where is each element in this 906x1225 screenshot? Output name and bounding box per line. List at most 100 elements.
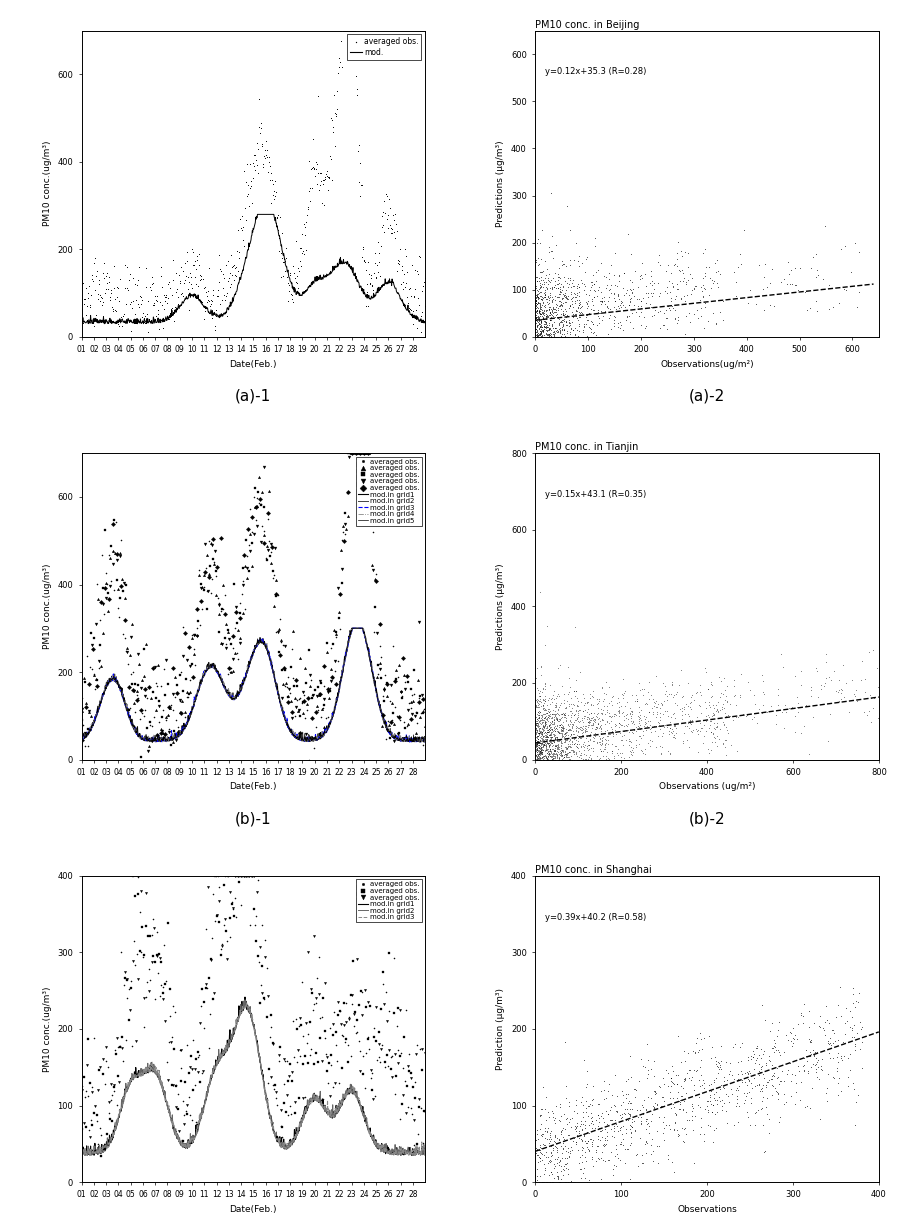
Point <box>544 1147 558 1166</box>
Point <box>540 258 554 278</box>
Point <box>106 256 120 276</box>
Point <box>552 748 566 768</box>
Point <box>141 736 156 756</box>
Point <box>706 725 720 745</box>
Point <box>630 289 644 309</box>
Point <box>757 1068 771 1088</box>
Point <box>771 696 786 715</box>
Point <box>601 299 615 318</box>
Point <box>565 294 580 314</box>
Point <box>532 706 546 725</box>
Point <box>555 725 570 745</box>
Point <box>627 1111 641 1131</box>
Point <box>390 725 405 745</box>
Point <box>395 256 410 276</box>
Point <box>528 320 543 339</box>
Point <box>540 729 554 748</box>
Point <box>682 710 697 730</box>
Point <box>708 1105 722 1125</box>
Point <box>842 703 856 723</box>
Point <box>546 725 561 745</box>
Point <box>603 1111 618 1131</box>
Point <box>550 1163 564 1182</box>
Point <box>554 746 569 766</box>
Point <box>564 741 579 761</box>
Point <box>540 728 554 747</box>
Point <box>98 1139 112 1159</box>
Point <box>693 713 708 733</box>
Point <box>631 673 646 692</box>
Point <box>535 326 550 345</box>
Point <box>575 1145 590 1165</box>
Point <box>535 736 550 756</box>
Point <box>577 1125 592 1144</box>
Point <box>90 670 104 690</box>
Point <box>619 1118 633 1138</box>
Point <box>619 706 633 725</box>
Point <box>295 1088 310 1107</box>
Point <box>178 254 192 273</box>
Point <box>545 719 559 739</box>
Point <box>545 733 559 752</box>
Point <box>574 271 589 290</box>
Point <box>555 304 570 323</box>
Point <box>572 295 586 315</box>
Point <box>572 282 586 301</box>
Point <box>754 1057 768 1077</box>
Point <box>812 1016 826 1035</box>
Point <box>600 702 614 722</box>
Point <box>551 267 565 287</box>
Point <box>619 310 633 330</box>
Point <box>599 267 613 287</box>
Point <box>553 1094 567 1114</box>
Point <box>751 1065 766 1084</box>
Point <box>531 292 545 311</box>
Point <box>587 300 602 320</box>
Point <box>537 282 552 301</box>
Point <box>563 314 577 333</box>
Point <box>703 710 718 730</box>
Point <box>610 750 624 769</box>
Point <box>670 243 684 262</box>
Point <box>610 1085 624 1105</box>
Point <box>647 273 661 293</box>
Point <box>553 715 567 735</box>
Point <box>350 949 364 969</box>
Point <box>602 1074 616 1094</box>
Point <box>550 744 564 763</box>
Point <box>576 274 591 294</box>
Point <box>555 316 570 336</box>
Point <box>780 251 795 271</box>
Point <box>556 1105 571 1125</box>
Point <box>747 1054 762 1073</box>
Point <box>533 686 547 706</box>
Point <box>766 1013 780 1033</box>
Point <box>318 169 333 189</box>
Point <box>130 312 144 332</box>
Point <box>528 299 543 318</box>
Point <box>565 714 580 734</box>
Point <box>350 80 364 99</box>
Point <box>657 1107 671 1127</box>
Point <box>794 1006 808 1025</box>
Point <box>367 1028 381 1047</box>
Point <box>253 122 267 142</box>
Point <box>320 1061 334 1080</box>
Point <box>313 172 328 191</box>
Point <box>559 737 573 757</box>
Point <box>254 119 268 138</box>
Point <box>643 730 658 750</box>
Point <box>598 739 612 758</box>
Point <box>88 249 102 268</box>
Point <box>624 1110 639 1129</box>
Point <box>299 674 313 693</box>
Point <box>535 722 549 741</box>
Point <box>743 1116 757 1136</box>
Point <box>691 1040 706 1060</box>
Point <box>593 718 608 737</box>
Point <box>576 1095 591 1115</box>
Point <box>243 499 257 518</box>
Point <box>606 723 621 742</box>
Point <box>536 303 551 322</box>
Point <box>276 1074 291 1094</box>
